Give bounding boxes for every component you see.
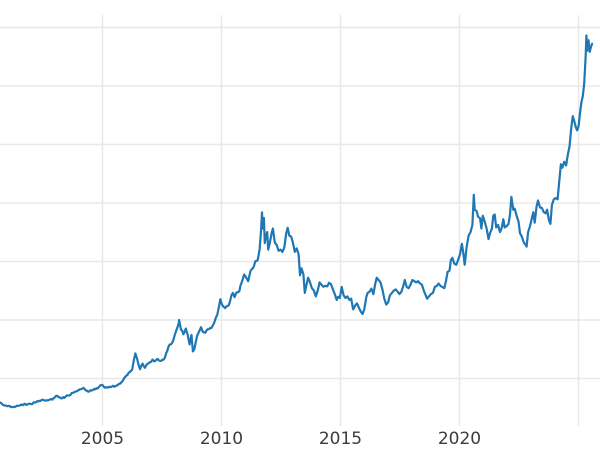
x-axis-tick-label: 2010	[200, 429, 243, 449]
price-line	[0, 34, 594, 409]
gridlines	[0, 15, 600, 426]
x-axis-tick-label: 2005	[81, 429, 124, 449]
x-axis-labels: 2005 2010 2015 2020	[81, 429, 481, 449]
x-axis-tick-label: 2020	[438, 429, 481, 449]
x-axis-tick-label: 2015	[319, 429, 362, 449]
